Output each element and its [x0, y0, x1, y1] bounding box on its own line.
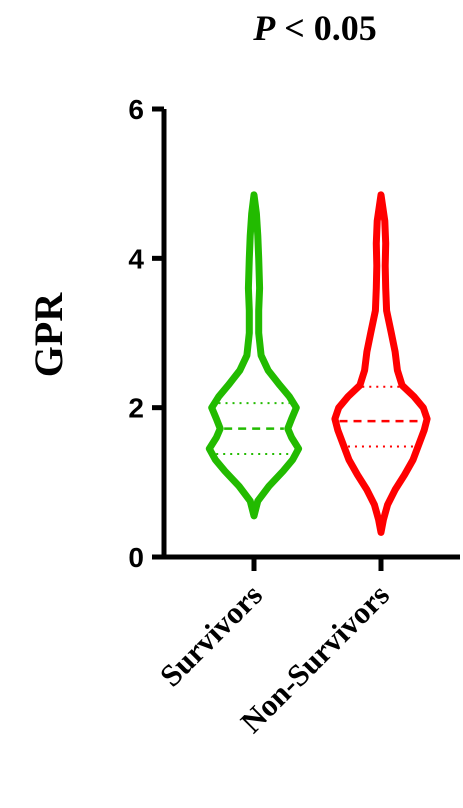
title-p: P	[252, 8, 276, 48]
y-tick-label-2: 4	[128, 243, 144, 274]
chart-title: P < 0.05	[252, 8, 377, 48]
y-tick-label-1: 2	[128, 393, 144, 424]
y-tick-label-3: 6	[128, 94, 144, 125]
y-ticks: 0 2 4 6	[128, 94, 164, 573]
violin-non-survivors	[331, 191, 431, 536]
violin-survivors	[205, 191, 303, 520]
title-rest: < 0.05	[275, 8, 377, 48]
y-tick-label-0: 0	[128, 542, 144, 573]
x-tick-label-0: Survivors	[153, 577, 269, 693]
y-axis-label: GPR	[26, 292, 71, 378]
violins	[205, 191, 431, 536]
